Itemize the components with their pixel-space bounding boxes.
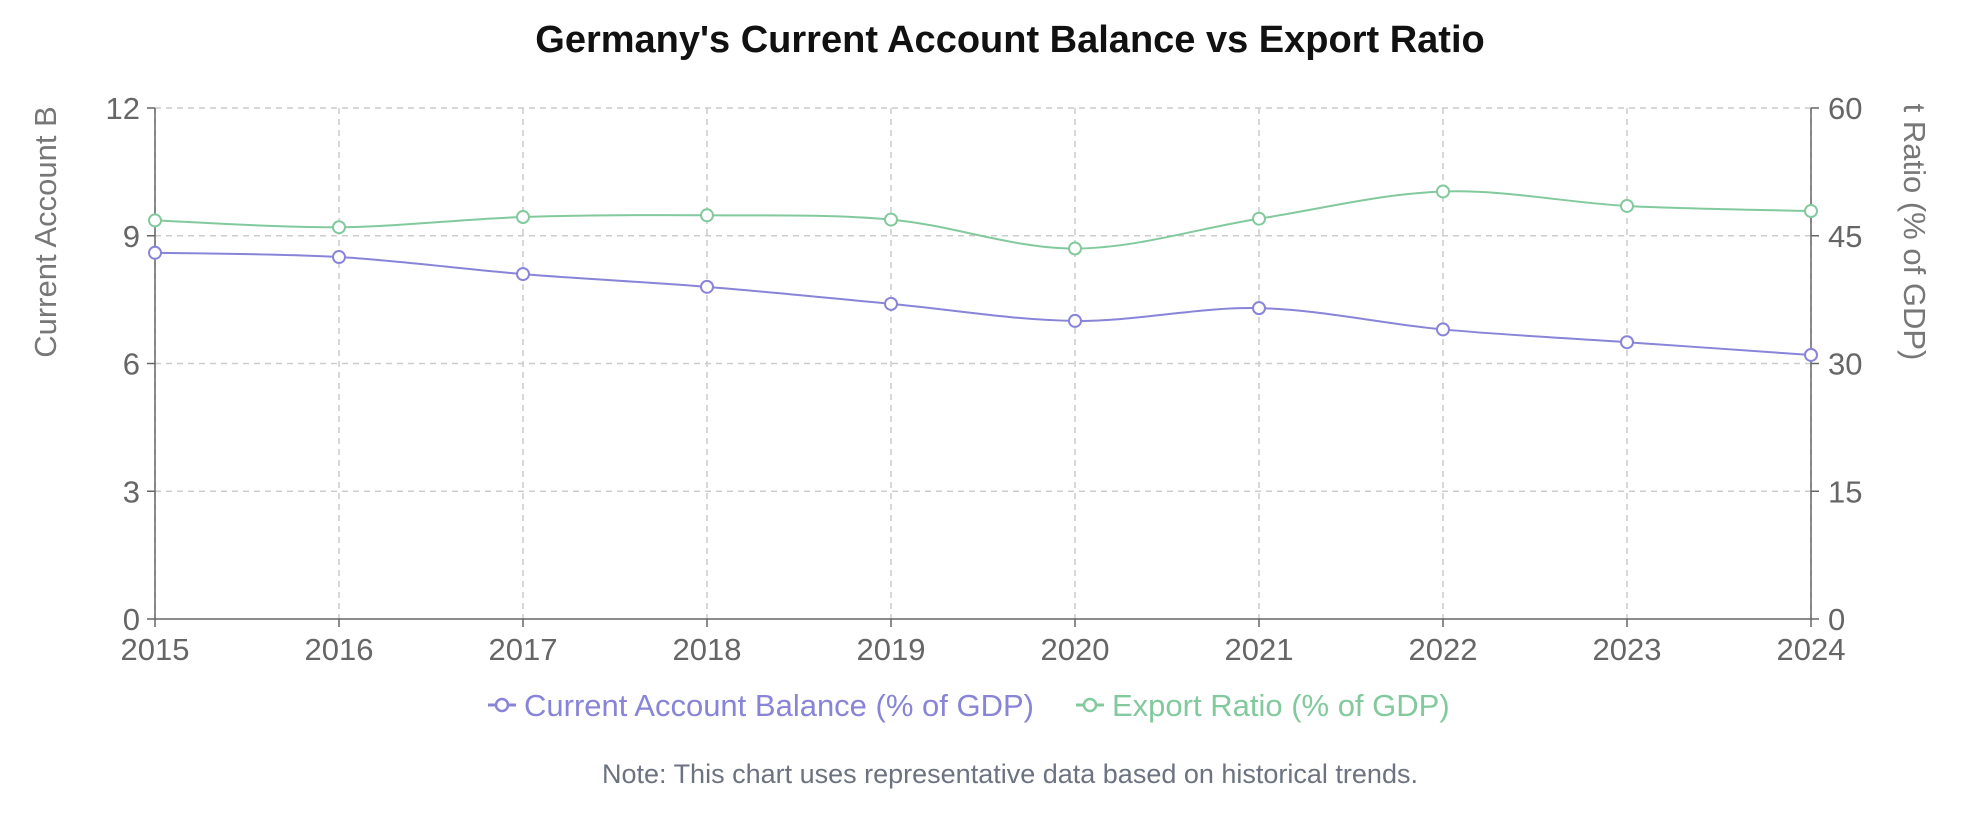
legend-item-1: Current Account Balance (% of GDP) bbox=[488, 688, 1034, 723]
left-axis-ticks: 0 3 6 9 12 bbox=[106, 91, 140, 637]
data-point bbox=[1068, 313, 1082, 328]
data-point bbox=[1436, 322, 1450, 337]
data-point bbox=[148, 245, 162, 260]
series-line bbox=[154, 190, 1812, 250]
x-tick-label: 2018 bbox=[673, 632, 742, 667]
x-tick-label: 2016 bbox=[305, 632, 374, 667]
legend: Current Account Balance (% of GDP) Export… bbox=[488, 688, 1450, 723]
chart-title: Germany's Current Account Balance vs Exp… bbox=[535, 19, 1484, 61]
left-tick-label: 12 bbox=[106, 91, 140, 126]
left-axis-title: Current Account B bbox=[28, 106, 63, 358]
legend-label: Export Ratio (% of GDP) bbox=[1112, 688, 1450, 723]
data-point bbox=[1252, 211, 1266, 226]
data-point bbox=[1620, 335, 1634, 350]
data-point bbox=[148, 213, 162, 228]
right-tick-label: 15 bbox=[1828, 474, 1862, 509]
x-tick-label: 2021 bbox=[1225, 632, 1294, 667]
left-tick-label: 6 bbox=[123, 347, 140, 382]
right-tick-label: 0 bbox=[1828, 602, 1845, 637]
right-tick-label: 30 bbox=[1828, 347, 1862, 382]
legend-swatch-marker bbox=[494, 697, 510, 713]
x-axis-ticks: 2015 2016 2017 2018 2019 2020 2021 2022 2023 2024 bbox=[121, 632, 1846, 667]
left-tick-label: 9 bbox=[123, 219, 140, 254]
right-axis-ticks: 0 15 30 45 60 bbox=[1828, 91, 1862, 637]
right-axis-title: t Ratio (% of GDP) bbox=[1897, 104, 1932, 361]
axes bbox=[147, 107, 1819, 627]
data-point bbox=[516, 210, 530, 225]
data-point bbox=[1620, 198, 1634, 213]
data-point bbox=[1804, 204, 1818, 219]
data-point bbox=[1804, 347, 1818, 362]
data-point bbox=[332, 220, 346, 235]
data-point bbox=[1068, 241, 1082, 256]
right-tick-label: 60 bbox=[1828, 91, 1862, 126]
data-point bbox=[700, 208, 714, 223]
series-2 bbox=[148, 184, 1818, 256]
grid bbox=[154, 107, 1812, 619]
legend-label: Current Account Balance (% of GDP) bbox=[524, 688, 1034, 723]
series-layer bbox=[148, 184, 1818, 362]
x-tick-label: 2015 bbox=[121, 632, 190, 667]
data-point bbox=[1436, 184, 1450, 199]
legend-swatch-marker bbox=[1082, 697, 1098, 713]
x-tick-label: 2017 bbox=[489, 632, 558, 667]
right-tick-label: 45 bbox=[1828, 219, 1862, 254]
data-point bbox=[332, 250, 346, 265]
x-tick-label: 2020 bbox=[1041, 632, 1110, 667]
series-1 bbox=[148, 245, 1818, 362]
left-tick-label: 0 bbox=[123, 602, 140, 637]
x-tick-label: 2019 bbox=[857, 632, 926, 667]
chart-note: Note: This chart uses representative dat… bbox=[602, 759, 1418, 789]
data-point bbox=[516, 267, 530, 282]
legend-item-2: Export Ratio (% of GDP) bbox=[1076, 688, 1450, 723]
x-tick-label: 2024 bbox=[1777, 632, 1846, 667]
left-tick-label: 3 bbox=[123, 474, 140, 509]
series-line bbox=[154, 251, 1812, 356]
x-tick-label: 2023 bbox=[1593, 632, 1662, 667]
data-point bbox=[884, 212, 898, 227]
data-point bbox=[700, 279, 714, 294]
x-tick-label: 2022 bbox=[1409, 632, 1478, 667]
data-point bbox=[884, 296, 898, 311]
data-point bbox=[1252, 301, 1266, 316]
